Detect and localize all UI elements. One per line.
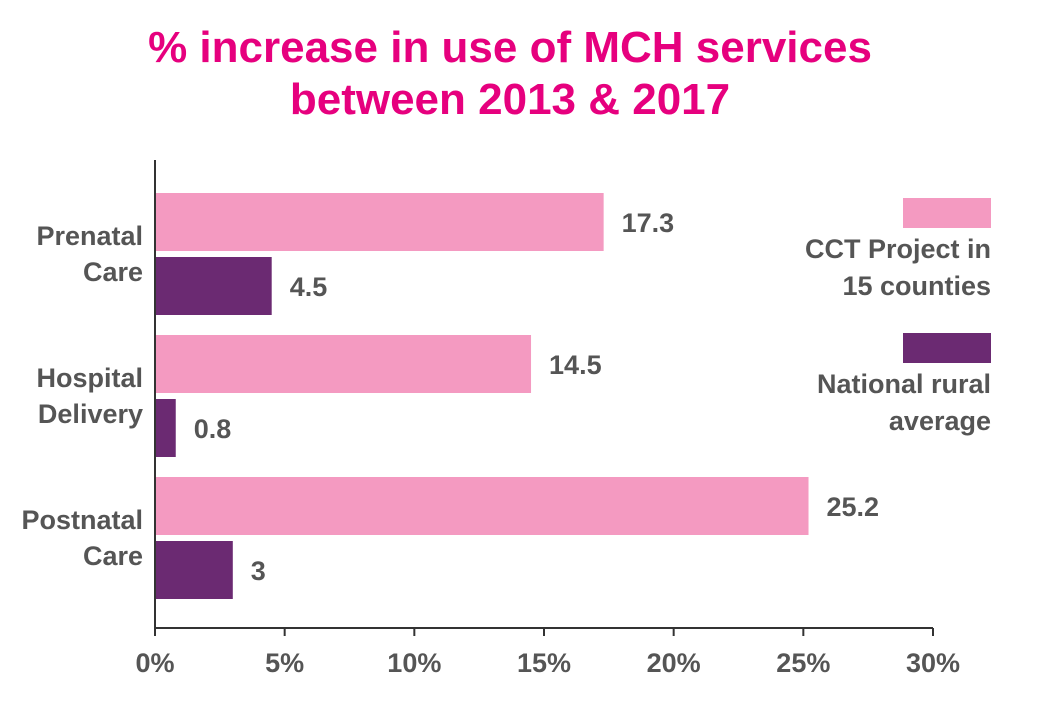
value-label-s1-3: 25.2 <box>827 492 880 522</box>
x-tick-label-3: 10% <box>387 648 441 678</box>
legend-label-2-line-2: average <box>889 406 991 436</box>
category-label-2-line-2: Delivery <box>38 399 143 429</box>
category-label-1-line-2: Care <box>83 257 143 287</box>
bar-s1-1 <box>155 193 604 251</box>
legend-label-1-line-2: 15 counties <box>842 271 991 301</box>
x-tick-label-2: 5% <box>265 648 304 678</box>
x-tick-label-7: 30% <box>906 648 960 678</box>
bar-s2-2 <box>155 399 176 457</box>
bar-s1-3 <box>155 477 809 535</box>
bar-s1-2 <box>155 335 532 393</box>
category-label-3-line-1: Postnatal <box>21 505 143 535</box>
value-label-s2-2: 0.8 <box>194 414 232 444</box>
x-tick-label-6: 25% <box>776 648 830 678</box>
x-tick-label-4: 15% <box>517 648 571 678</box>
category-label-3-line-2: Care <box>83 541 143 571</box>
legend-swatch-1 <box>903 198 991 228</box>
chart-title: % increase in use of MCH services betwee… <box>0 22 1020 126</box>
value-label-s2-1: 4.5 <box>290 272 328 302</box>
bar-s2-1 <box>155 257 272 315</box>
value-label-s1-2: 14.5 <box>549 350 602 380</box>
chart-title-line-1: % increase in use of MCH services <box>148 23 872 72</box>
category-label-1-line-1: Prenatal <box>36 221 143 251</box>
legend-swatch-2 <box>903 333 991 363</box>
chart-title-line-2: between 2013 & 2017 <box>289 75 731 124</box>
legend-label-2-line-1: National rural <box>817 369 991 399</box>
legend-label-1-line-1: CCT Project in <box>805 234 991 264</box>
category-label-2-line-1: Hospital <box>36 363 143 393</box>
value-label-s2-3: 3 <box>251 556 266 586</box>
bar-s2-3 <box>155 541 233 599</box>
value-label-s1-1: 17.3 <box>622 208 675 238</box>
x-tick-label-1: 0% <box>135 648 174 678</box>
x-tick-label-5: 20% <box>647 648 701 678</box>
